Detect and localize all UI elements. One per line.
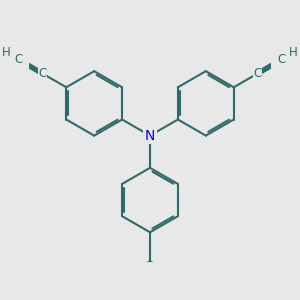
Text: H: H bbox=[2, 46, 11, 59]
Text: C: C bbox=[253, 67, 262, 80]
Text: C: C bbox=[277, 53, 285, 66]
Text: H: H bbox=[289, 46, 298, 59]
Text: N: N bbox=[145, 129, 155, 142]
Text: C: C bbox=[15, 53, 23, 66]
Text: C: C bbox=[38, 67, 47, 80]
